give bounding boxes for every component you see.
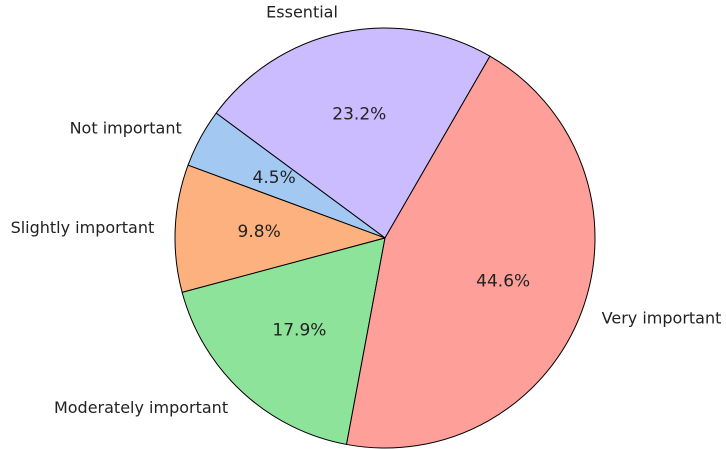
pct-label-essential: 23.2%: [332, 105, 386, 125]
pct-label-moderately-important: 17.9%: [272, 320, 326, 340]
pie-slice-essential: [215, 27, 491, 239]
slice-label-slightly-important: Slightly important: [11, 218, 155, 237]
slice-label-very-important: Very important: [602, 309, 722, 328]
pct-label-very-important: 44.6%: [476, 272, 530, 292]
pct-label-slightly-important: 9.8%: [238, 222, 281, 242]
pct-label-not-important: 4.5%: [253, 168, 296, 188]
pie-slice-slightly-important: [174, 164, 386, 293]
slice-label-not-important: Not important: [70, 119, 182, 138]
slice-label-essential: Essential: [266, 2, 338, 21]
slice-label-moderately-important: Moderately important: [54, 398, 228, 417]
pie-slice-moderately-important: [181, 237, 386, 445]
pie-slice-very-important: [346, 55, 596, 449]
